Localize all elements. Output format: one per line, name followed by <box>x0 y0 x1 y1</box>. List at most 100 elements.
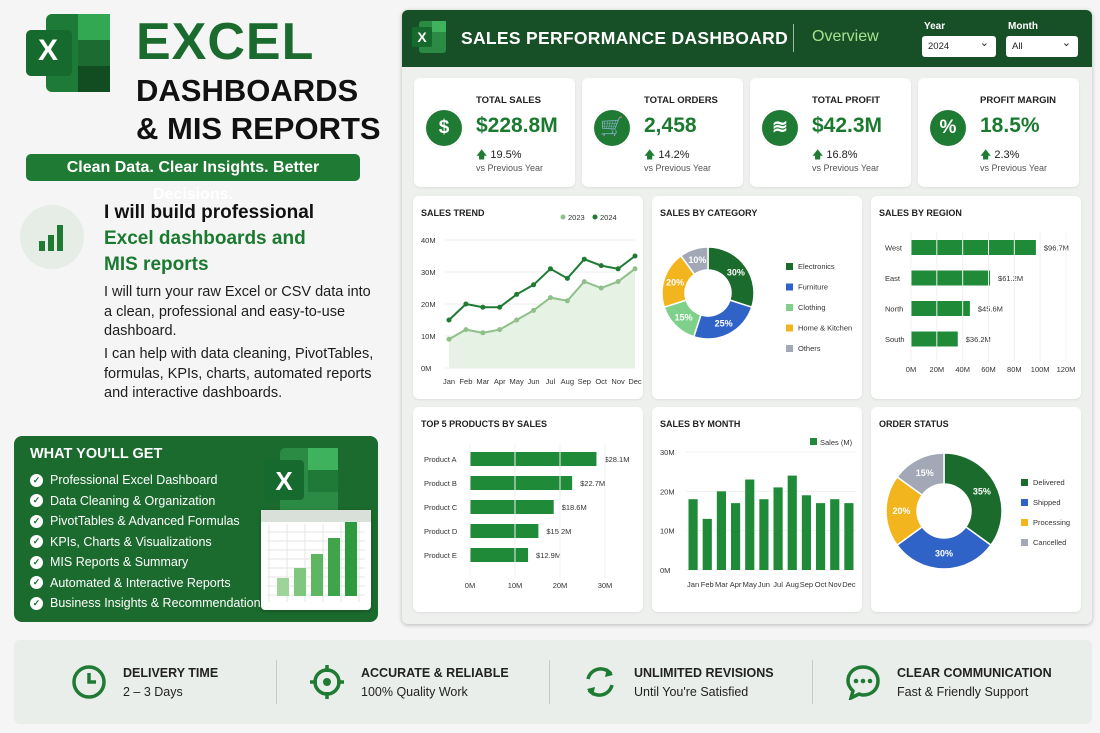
legend-label: Processing <box>1033 518 1070 527</box>
data-point <box>581 256 587 262</box>
y-tick-label: 30M <box>421 268 436 277</box>
data-point <box>581 279 587 285</box>
footer-item-title: ACCURATE & RELIABLE <box>361 666 509 680</box>
category-label: East <box>885 274 901 283</box>
what-you-get-item-label: Business Insights & Recommendations <box>50 596 267 611</box>
donut-slice <box>896 525 992 570</box>
category-label: North <box>885 305 903 314</box>
what-you-get-item-label: KPIs, Charts & Visualizations <box>50 534 212 549</box>
x-tick-label: 20M <box>553 581 568 590</box>
x-tick-label: 0M <box>465 581 475 590</box>
category-label: Product C <box>424 503 458 512</box>
bar <box>716 491 726 570</box>
check-icon: ✓ <box>30 514 43 528</box>
legend-label: Sales (M) <box>820 438 853 447</box>
slice-label: 30% <box>935 549 953 559</box>
legend-swatch <box>810 438 817 445</box>
sales-category-title: SALES BY CATEGORY <box>660 208 758 218</box>
kpi-comparison: vs Previous Year <box>812 163 880 173</box>
legend-swatch <box>1021 519 1028 526</box>
mini-bar <box>328 538 340 596</box>
legend-label: Clothing <box>798 303 826 312</box>
bar <box>816 503 826 570</box>
data-point <box>514 317 520 323</box>
excel-small-letter: X <box>275 466 293 496</box>
category-label: Product D <box>424 527 458 536</box>
bar <box>911 331 958 347</box>
bar <box>830 499 840 570</box>
year-select[interactable]: 2024 <box>922 33 996 57</box>
tab-overview[interactable]: Overview <box>812 28 879 45</box>
bar <box>911 301 970 316</box>
kpi-value: $42.3M <box>812 114 883 137</box>
legend-swatch <box>786 304 793 311</box>
kpi-change: 🡅 19.5% <box>476 146 522 165</box>
footer-item-title: DELIVERY TIME <box>123 666 219 680</box>
footer-item-subtitle: 2 – 3 Days <box>123 685 183 699</box>
data-point <box>446 317 452 323</box>
x-tick-label: May <box>510 377 524 386</box>
slice-label: 20% <box>892 506 910 516</box>
order-status-title: ORDER STATUS <box>879 419 949 429</box>
footer-item-title: UNLIMITED REVISIONS <box>634 666 774 680</box>
what-you-get-item-label: Professional Excel Dashboard <box>50 473 218 488</box>
x-tick-label: 0M <box>906 365 916 374</box>
x-tick-label: Feb <box>459 377 472 386</box>
bar <box>702 518 712 570</box>
check-icon: ✓ <box>30 555 43 569</box>
bar <box>470 452 597 466</box>
x-tick-label: 40M <box>955 365 970 374</box>
dashboard-title: SALES PERFORMANCE DASHBOARD <box>461 28 789 48</box>
arrow-up-icon: 🡅 <box>476 149 491 161</box>
legend-label: Delivered <box>1033 478 1065 487</box>
legend-swatch <box>786 283 793 291</box>
data-point <box>547 266 553 272</box>
slice-label: 35% <box>973 487 991 497</box>
clock-icon <box>71 664 107 700</box>
mini-bar <box>345 522 357 596</box>
what-you-get-item: ✓ Professional Excel Dashboard <box>30 470 267 491</box>
bar-value-label: $12.9M <box>536 551 561 560</box>
legend-label: Electronics <box>798 262 835 271</box>
footer-bar <box>14 640 1092 724</box>
bar <box>911 240 1036 255</box>
x-tick-label: Nov <box>828 580 842 589</box>
month-select[interactable]: All <box>1006 33 1078 57</box>
y-tick-label: 20M <box>660 487 675 496</box>
pitch-paragraph-1: I will turn your raw Excel or CSV data i… <box>104 284 371 339</box>
x-tick-label: Oct <box>815 580 828 589</box>
data-point <box>497 304 503 310</box>
data-point <box>514 291 520 297</box>
spreadsheet-illustration <box>261 510 371 610</box>
slice-label: 10% <box>688 255 706 265</box>
data-point <box>480 304 486 310</box>
footer-divider <box>276 660 277 704</box>
slice-label: 15% <box>916 468 934 478</box>
x-tick-label: Sep <box>800 580 813 589</box>
slice-label: 30% <box>727 268 745 278</box>
kpi-card: $ TOTAL SALES $228.8M 🡅 19.5% vs Previous Ye… <box>414 78 575 187</box>
legend-swatch <box>1021 499 1028 506</box>
kpi-change-value: 14.2% <box>658 149 690 161</box>
data-point <box>632 253 638 259</box>
data-point <box>531 307 537 313</box>
x-tick-label: Mar <box>476 377 489 386</box>
kpi-change-value: 2.3% <box>994 149 1020 161</box>
kpi-comparison: vs Previous Year <box>980 163 1048 173</box>
footer-item-subtitle: Fast & Friendly Support <box>897 685 1029 699</box>
legend-marker <box>592 214 598 220</box>
kpi-change: 🡅 14.2% <box>644 146 690 165</box>
x-tick-label: Apr <box>494 377 506 386</box>
refresh-icon <box>582 664 618 700</box>
bar <box>470 524 539 538</box>
bar <box>844 503 854 570</box>
legend-label: Home & Kitchen <box>798 324 852 333</box>
kpi-label: PROFIT MARGIN <box>980 95 1056 106</box>
pitch-line-3: MIS reports <box>104 254 209 275</box>
y-tick-label: 0M <box>421 364 431 373</box>
bar-value-label: $28.1M <box>604 455 629 464</box>
legend-label: Furniture <box>798 283 828 292</box>
bar <box>745 479 755 570</box>
donut-slice <box>679 246 709 276</box>
bar <box>759 499 769 570</box>
